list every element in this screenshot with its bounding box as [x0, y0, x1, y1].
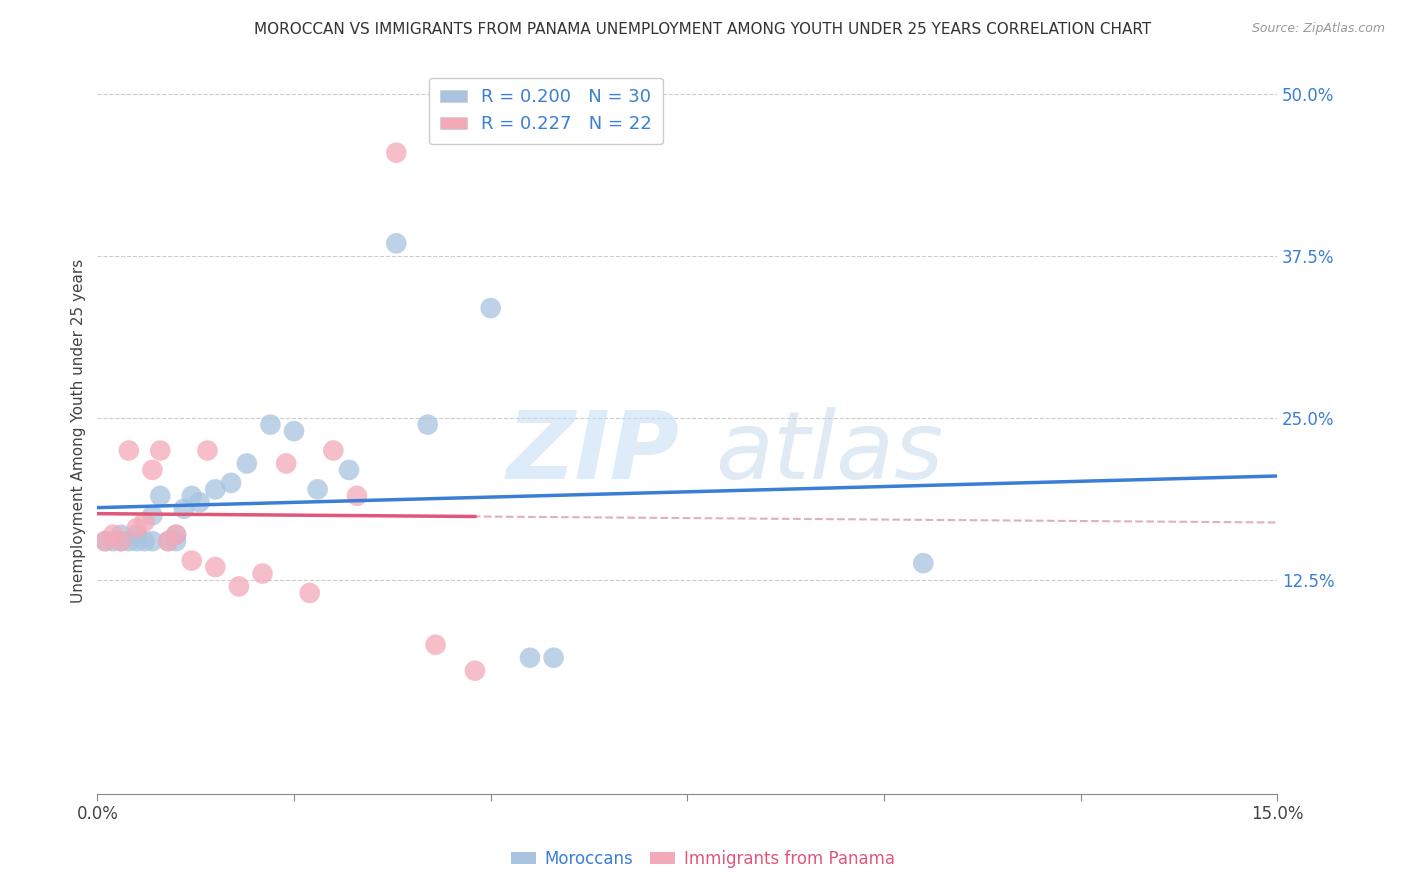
Point [307, 483, 329, 497]
Point [204, 483, 226, 497]
Point [165, 527, 187, 541]
Point [346, 489, 368, 503]
Point [149, 443, 172, 458]
Point [94, 534, 117, 549]
Point [416, 417, 439, 432]
Point [118, 534, 141, 549]
Point [543, 650, 565, 665]
Point [110, 534, 132, 549]
Point [259, 417, 281, 432]
Point [125, 521, 148, 535]
Point [141, 534, 163, 549]
Point [94, 534, 117, 549]
Point [236, 457, 259, 471]
Point [337, 463, 360, 477]
Point [110, 534, 132, 549]
Point [157, 534, 180, 549]
Point [165, 534, 187, 549]
Point [464, 664, 486, 678]
Point [283, 424, 305, 438]
Legend: R = 0.200   N = 30, R = 0.227   N = 22: R = 0.200 N = 30, R = 0.227 N = 22 [429, 78, 662, 145]
Point [101, 527, 124, 541]
Point [276, 457, 298, 471]
Point [385, 236, 408, 251]
Text: MOROCCAN VS IMMIGRANTS FROM PANAMA UNEMPLOYMENT AMONG YOUTH UNDER 25 YEARS CORRE: MOROCCAN VS IMMIGRANTS FROM PANAMA UNEMP… [254, 22, 1152, 37]
Point [141, 463, 163, 477]
Point [912, 556, 935, 570]
Point [134, 534, 156, 549]
Point [180, 489, 202, 503]
Point [197, 443, 219, 458]
Point [425, 638, 447, 652]
Legend: Moroccans, Immigrants from Panama: Moroccans, Immigrants from Panama [505, 844, 901, 875]
Point [385, 145, 408, 160]
Point [479, 301, 502, 315]
Point [322, 443, 344, 458]
Point [125, 534, 148, 549]
Point [110, 527, 132, 541]
Point [165, 527, 187, 541]
Text: atlas: atlas [714, 408, 943, 499]
Point [180, 553, 202, 567]
Point [157, 534, 180, 549]
Point [204, 560, 226, 574]
Point [118, 443, 141, 458]
Point [188, 495, 211, 509]
Point [519, 650, 541, 665]
Point [298, 586, 321, 600]
Point [228, 579, 250, 593]
Text: ZIP: ZIP [506, 407, 679, 499]
Point [173, 501, 195, 516]
Point [149, 489, 172, 503]
Point [125, 527, 148, 541]
Point [252, 566, 274, 581]
Point [219, 475, 242, 490]
Text: Source: ZipAtlas.com: Source: ZipAtlas.com [1251, 22, 1385, 36]
Y-axis label: Unemployment Among Youth under 25 years: Unemployment Among Youth under 25 years [72, 259, 86, 603]
Point [141, 508, 163, 523]
Point [101, 534, 124, 549]
Point [134, 515, 156, 529]
